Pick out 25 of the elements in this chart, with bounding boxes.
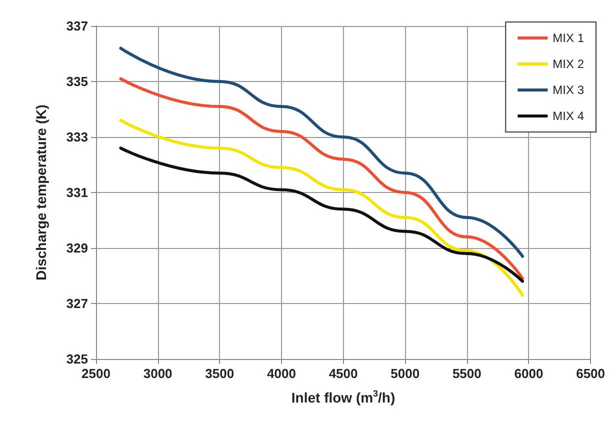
y-axis-title: Discharge temperature (K) xyxy=(33,104,49,280)
x-tick-label: 3000 xyxy=(143,366,172,381)
y-tick-label: 327 xyxy=(66,296,88,311)
line-series xyxy=(119,146,524,283)
x-tick-label: 5500 xyxy=(452,366,482,381)
y-tick-label: 337 xyxy=(66,18,88,34)
y-tick-label: 335 xyxy=(66,74,88,89)
line-series xyxy=(119,46,524,258)
legend-label: MIX 3 xyxy=(552,83,584,97)
x-tick-label: 4500 xyxy=(328,366,358,381)
y-tick-label: 329 xyxy=(66,240,88,256)
legend-label: MIX 4 xyxy=(552,109,584,123)
legend-label: MIX 1 xyxy=(552,31,584,45)
x-tick-label: 4000 xyxy=(266,366,296,381)
x-tick-label: 3500 xyxy=(205,366,234,381)
x-tick-label: 5000 xyxy=(390,366,420,381)
y-tick-label: 325 xyxy=(66,352,88,366)
line-series xyxy=(119,118,524,297)
x-tick-label: 2500 xyxy=(82,366,110,381)
legend-label: MIX 2 xyxy=(552,57,584,71)
line-series xyxy=(119,77,524,280)
y-tick-label: 333 xyxy=(66,130,88,144)
y-tick-label: 331 xyxy=(66,185,88,200)
x-tick-label: 6500 xyxy=(576,366,605,381)
x-tick-label: 6000 xyxy=(514,366,544,381)
